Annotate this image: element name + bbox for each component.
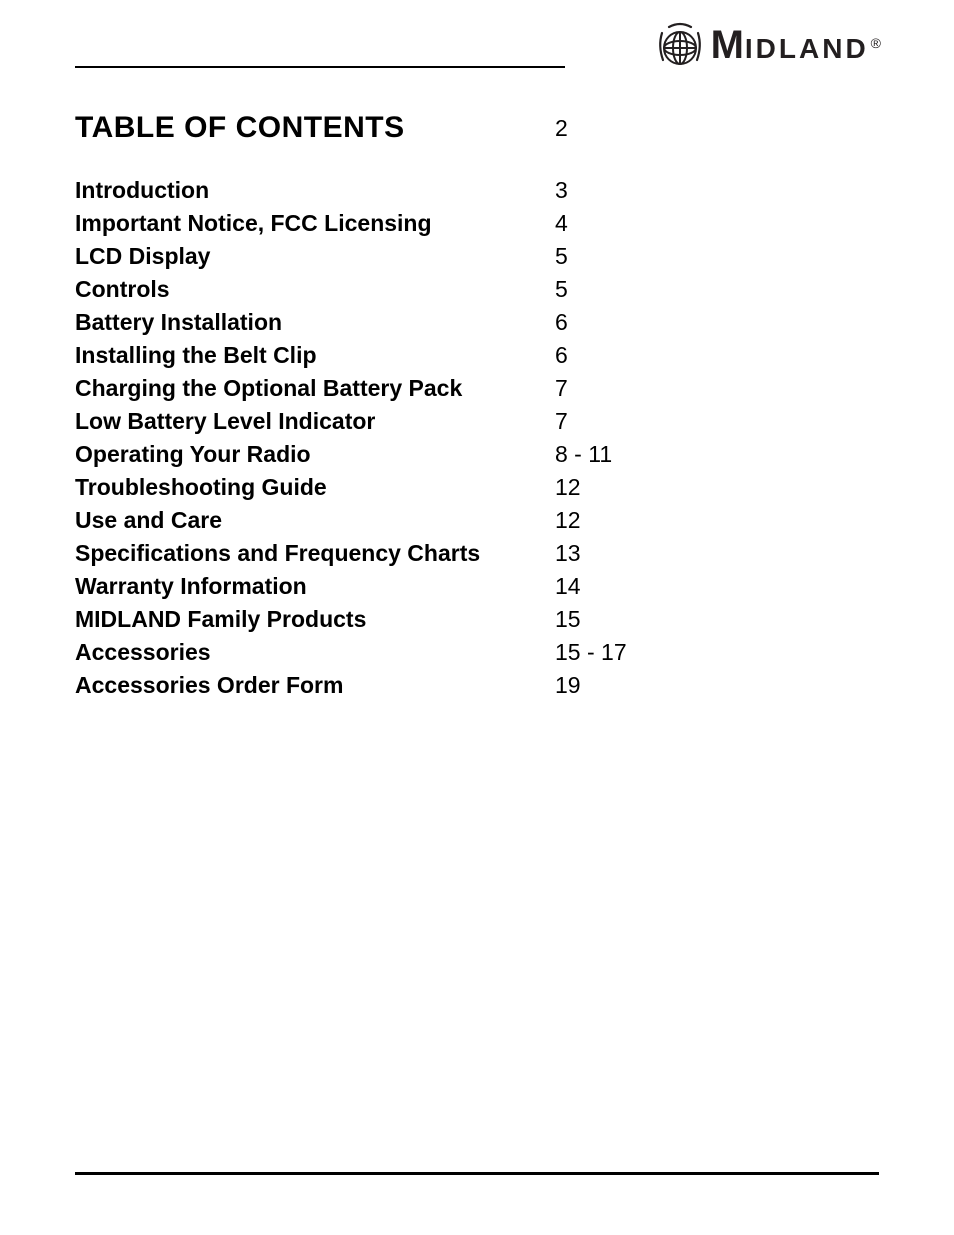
toc-row: Low Battery Level Indicator 7 xyxy=(75,408,879,435)
toc-row: Use and Care 12 xyxy=(75,507,879,534)
toc-title: Controls xyxy=(75,276,555,303)
toc-row: Specifications and Frequency Charts 13 xyxy=(75,540,879,567)
brand-logo: M IDLAND ® xyxy=(655,20,879,70)
toc-page: 13 xyxy=(555,540,581,567)
page-title: TABLE OF CONTENTS xyxy=(75,111,555,145)
page-number: 2 xyxy=(555,111,568,145)
toc-page: 7 xyxy=(555,375,568,402)
toc-page: 8 - 11 xyxy=(555,441,612,468)
brand-wordmark: M IDLAND ® xyxy=(711,23,879,68)
toc-page: 6 xyxy=(555,309,568,336)
toc-title: Important Notice, FCC Licensing xyxy=(75,210,555,237)
header-rule xyxy=(75,66,565,68)
toc-row: Accessories 15 - 17 xyxy=(75,639,879,666)
toc-title: Installing the Belt Clip xyxy=(75,342,555,369)
toc-page: 4 xyxy=(555,210,568,237)
toc-row: Accessories Order Form 19 xyxy=(75,672,879,699)
toc-page: 14 xyxy=(555,573,581,600)
toc-title: Introduction xyxy=(75,177,555,204)
page-header: M IDLAND ® xyxy=(75,20,879,95)
toc-row: Installing the Belt Clip 6 xyxy=(75,342,879,369)
toc-row: Controls 5 xyxy=(75,276,879,303)
toc-page: 15 xyxy=(555,606,581,633)
toc-page: 12 xyxy=(555,507,581,534)
toc-row: Operating Your Radio 8 - 11 xyxy=(75,441,879,468)
toc-row: Important Notice, FCC Licensing 4 xyxy=(75,210,879,237)
toc-page: 7 xyxy=(555,408,568,435)
toc-page: 15 - 17 xyxy=(555,639,627,666)
toc-title: Accessories Order Form xyxy=(75,672,555,699)
toc-title: Use and Care xyxy=(75,507,555,534)
toc-title: LCD Display xyxy=(75,243,555,270)
toc-title: MIDLAND Family Products xyxy=(75,606,555,633)
table-of-contents: Introduction 3 Important Notice, FCC Lic… xyxy=(75,177,879,699)
toc-row: Charging the Optional Battery Pack 7 xyxy=(75,375,879,402)
document-page: M IDLAND ® TABLE OF CONTENTS 2 Introduct… xyxy=(0,0,954,1235)
toc-row: MIDLAND Family Products 15 xyxy=(75,606,879,633)
toc-title: Charging the Optional Battery Pack xyxy=(75,375,555,402)
toc-page: 3 xyxy=(555,177,568,204)
footer-rule xyxy=(75,1172,879,1175)
toc-row: Introduction 3 xyxy=(75,177,879,204)
brand-wordmark-rest: IDLAND xyxy=(745,33,869,65)
toc-page: 12 xyxy=(555,474,581,501)
toc-title: Operating Your Radio xyxy=(75,441,555,468)
brand-wordmark-m: M xyxy=(711,23,745,68)
toc-page: 6 xyxy=(555,342,568,369)
toc-title: Accessories xyxy=(75,639,555,666)
globe-icon xyxy=(655,20,705,70)
toc-page: 19 xyxy=(555,672,581,699)
toc-row: Battery Installation 6 xyxy=(75,309,879,336)
toc-title: Troubleshooting Guide xyxy=(75,474,555,501)
toc-page: 5 xyxy=(555,243,568,270)
toc-page: 5 xyxy=(555,276,568,303)
toc-row: Warranty Information 14 xyxy=(75,573,879,600)
page-title-row: TABLE OF CONTENTS 2 xyxy=(75,111,879,145)
toc-row: LCD Display 5 xyxy=(75,243,879,270)
toc-title: Specifications and Frequency Charts xyxy=(75,540,555,567)
toc-title: Warranty Information xyxy=(75,573,555,600)
registered-mark: ® xyxy=(871,35,881,51)
toc-row: Troubleshooting Guide 12 xyxy=(75,474,879,501)
toc-title: Low Battery Level Indicator xyxy=(75,408,555,435)
toc-title: Battery Installation xyxy=(75,309,555,336)
